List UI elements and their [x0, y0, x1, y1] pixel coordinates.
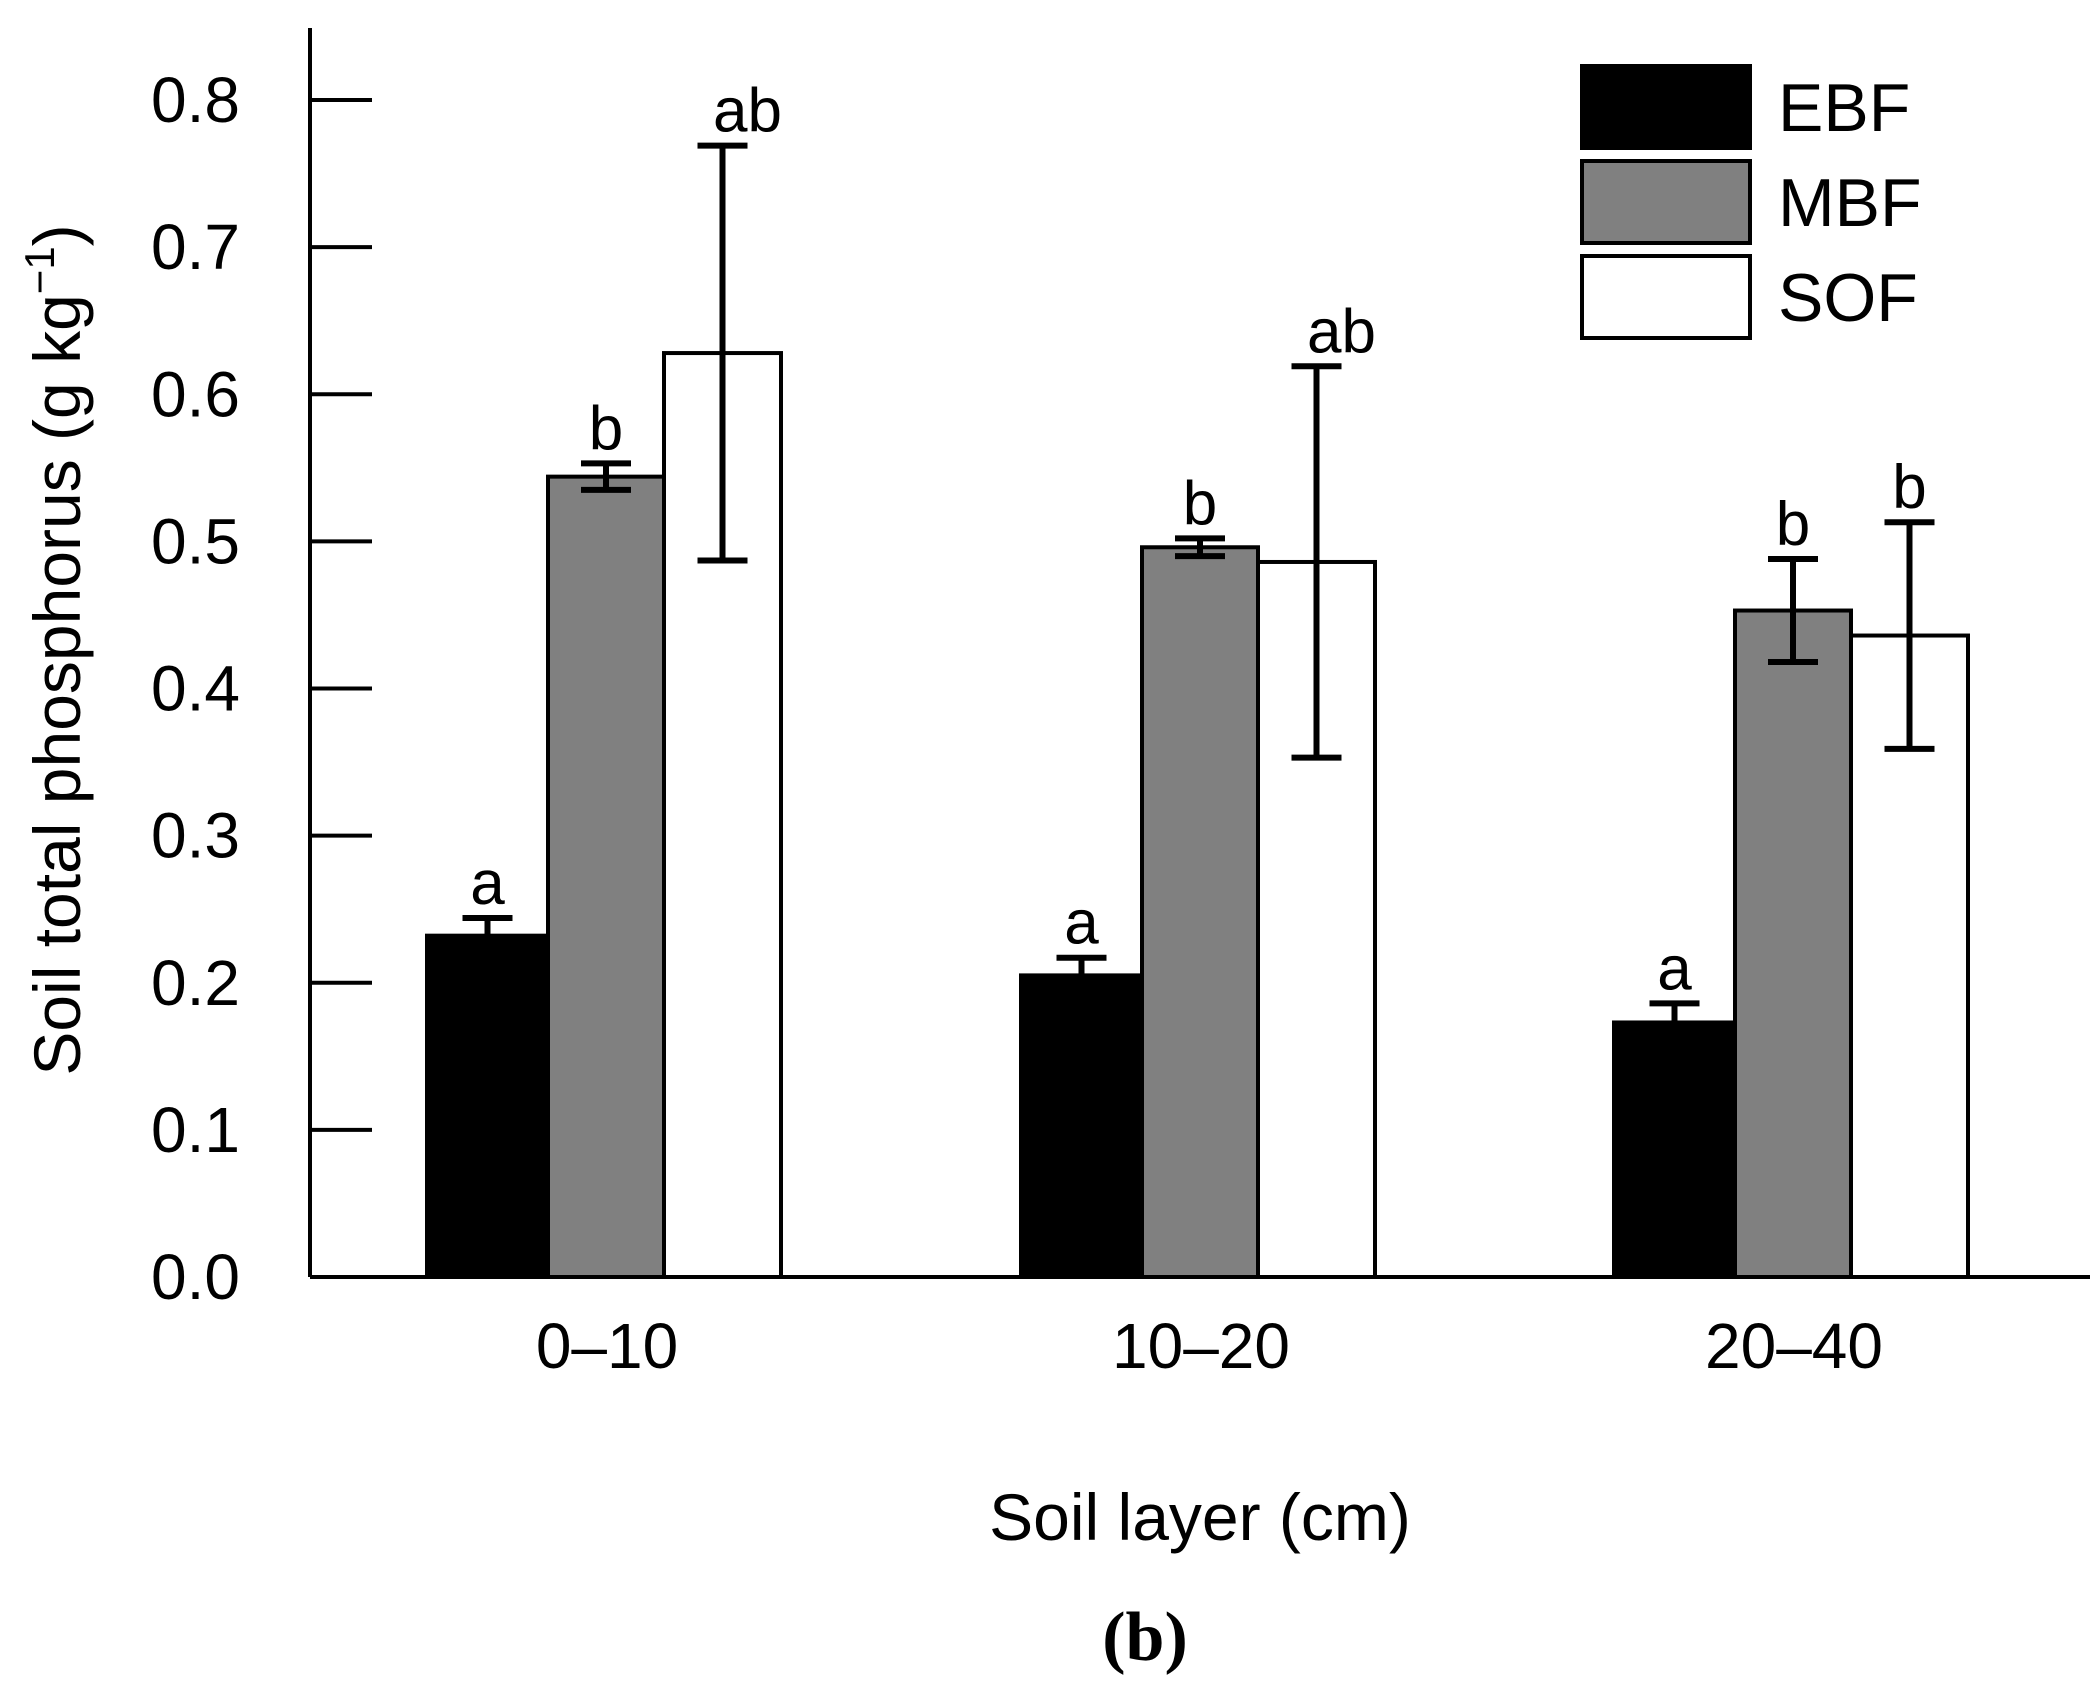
bar-mbf — [546, 474, 666, 1279]
x-tick-label: 20–40 — [1705, 1310, 1883, 1382]
significance-label: ab — [713, 77, 782, 146]
panel-label: (b) — [1102, 1599, 1188, 1676]
legend-swatch-mbf — [1580, 159, 1752, 245]
significance-label: b — [1776, 490, 1810, 559]
y-tick-label: 0.8 — [151, 64, 240, 136]
legend-swatch-ebf — [1580, 64, 1752, 150]
significance-label: ab — [1307, 297, 1376, 366]
significance-label: b — [589, 394, 623, 463]
y-tick-label: 0.2 — [151, 947, 240, 1019]
legend-label-mbf: MBF — [1778, 165, 1922, 241]
bar-mbf — [1140, 545, 1260, 1279]
y-tick-label: 0.1 — [151, 1094, 240, 1166]
legend-label-ebf: EBF — [1778, 70, 1910, 146]
y-axis-title-close: ) — [20, 224, 94, 246]
bar-ebf — [1612, 1020, 1737, 1279]
legend-swatch-sof — [1580, 254, 1752, 340]
y-tick-label: 0.3 — [151, 800, 240, 872]
y-axis-title-superscript: −1 — [16, 246, 63, 294]
significance-label: b — [1183, 469, 1217, 538]
y-axis-title: Soil total phosphorus (g kg−1) — [16, 224, 94, 1075]
significance-label: a — [1657, 934, 1692, 1003]
x-tick-label: 0–10 — [536, 1310, 678, 1382]
legend: EBF MBF SOF — [1580, 64, 1922, 340]
significance-label: a — [1064, 889, 1099, 958]
y-tick-label: 0.0 — [151, 1241, 240, 1313]
y-tick-label: 0.5 — [151, 505, 240, 577]
legend-label-sof: SOF — [1778, 260, 1918, 336]
significance-label: b — [1892, 453, 1926, 522]
bar-ebf — [1019, 973, 1144, 1279]
y-tick-label: 0.6 — [151, 358, 240, 430]
axes-layer: 0.0 0.1 0.2 0.3 0.4 0.5 0.6 0.7 0.8 0–10 10–20 20–4… — [151, 28, 2090, 1382]
y-tick-label: 0.4 — [151, 653, 240, 725]
x-axis-title: Soil layer (cm) — [989, 1480, 1411, 1554]
x-tick-label: 10–20 — [1112, 1310, 1290, 1382]
y-tick-label: 0.7 — [151, 211, 240, 283]
bar-mbf — [1733, 608, 1853, 1279]
y-axis-title-main: Soil total phosphorus (g kg — [20, 294, 94, 1075]
bar-ebf — [425, 933, 550, 1279]
significance-label: a — [470, 849, 505, 918]
